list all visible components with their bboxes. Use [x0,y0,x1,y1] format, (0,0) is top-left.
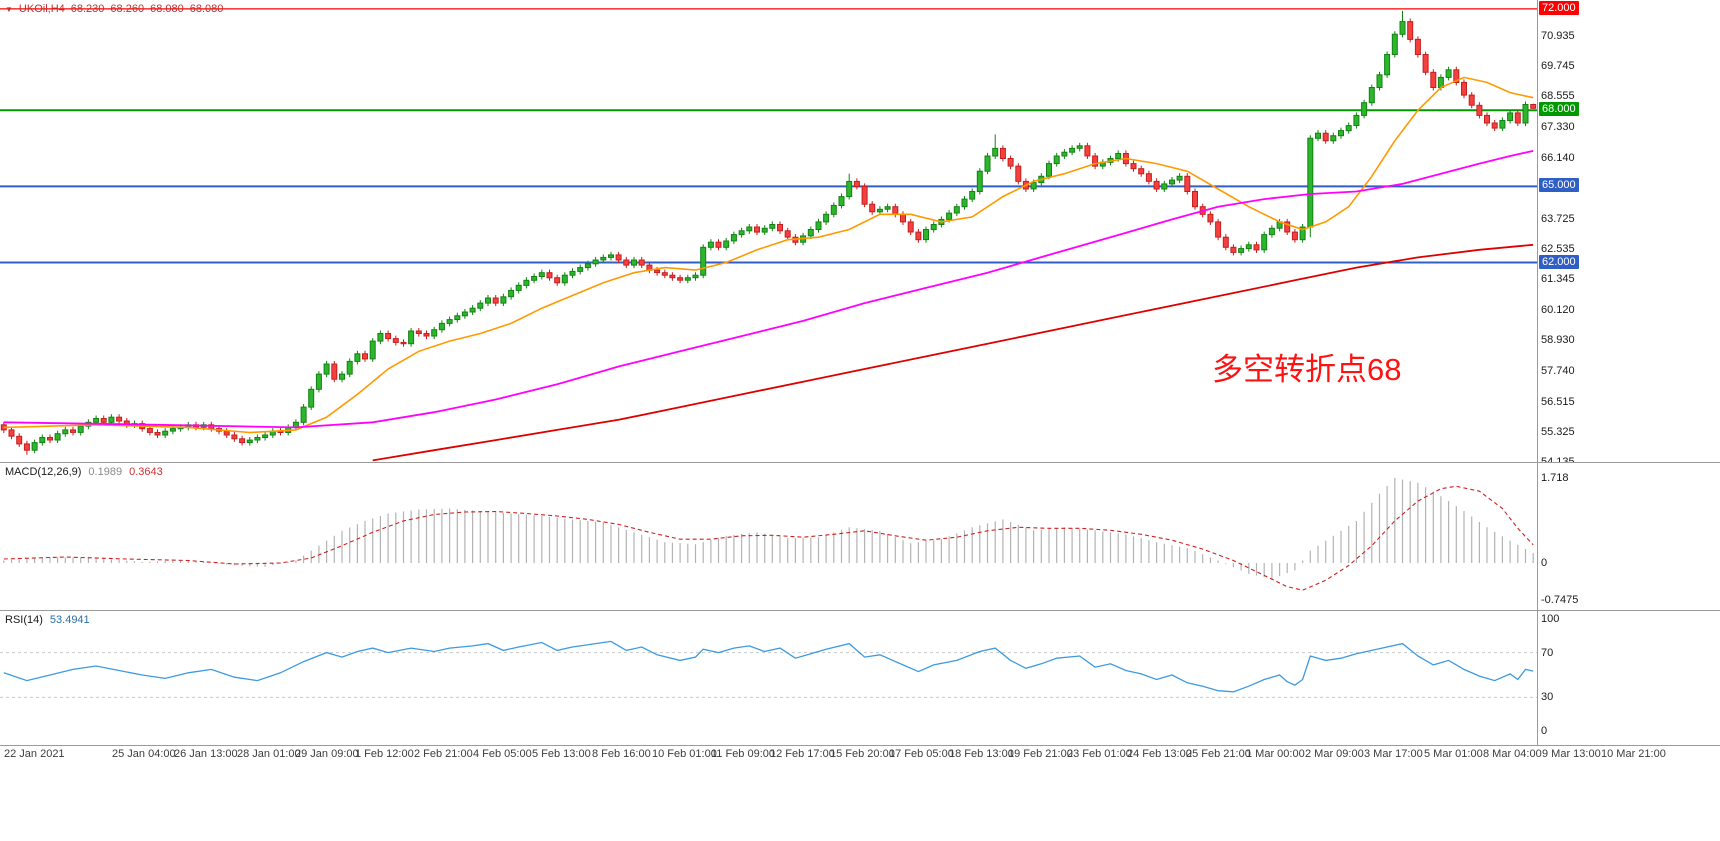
panel-separator[interactable] [0,610,1720,611]
macd-signal-value: 0.3643 [129,466,163,478]
time-axis-label: 11 Feb 09:00 [711,748,776,760]
price-tick-label: 68.555 [1541,90,1575,103]
rsi-canvas[interactable] [0,611,1537,745]
time-axis-label: 25 Jan 04:00 [112,748,176,760]
price-tick-label: 70.935 [1541,29,1575,42]
rsi-label: RSI(14) 53.4941 [5,614,90,626]
price-tick-label: 56.515 [1541,395,1575,408]
symbol-name: UKOil,H4 [18,3,65,15]
rsi-tick-label: 0 [1541,725,1548,737]
time-axis-label: 29 Jan 09:00 [295,748,359,760]
price-line-label: 72.000 [1539,0,1579,15]
time-axis-label: 17 Feb 05:00 [889,748,954,760]
time-axis-label: 18 Feb 13:00 [949,748,1014,760]
time-axis-label: 28 Jan 01:00 [237,748,301,760]
price-tick-label: 58.930 [1541,334,1575,347]
price-tick-label: 62.535 [1541,242,1575,255]
macd-tick-label: 1.718 [1541,471,1569,484]
time-axis[interactable]: 22 Jan 2021 25 Jan 04:00 26 Jan 13:00 28 Ja… [0,747,1720,765]
macd-label: MACD(12,26,9) 0.1989 0.3643 [5,466,163,478]
macd-indicator-panel[interactable]: MACD(12,26,9) 0.1989 0.3643 1.718 0 -0.747… [0,463,1720,610]
rsi-indicator-panel[interactable]: RSI(14) 53.4941 100 70 30 0 [0,611,1720,745]
macd-tick-label: -0.7475 [1541,593,1579,606]
rsi-tick-label: 100 [1541,613,1560,625]
rsi-tick-label: 30 [1541,691,1554,704]
macd-canvas[interactable] [0,463,1537,610]
time-axis-label: 2 Feb 21:00 [414,748,473,760]
macd-tick-label: 0 [1541,556,1548,569]
macd-name: MACD(12,26,9) [5,466,82,478]
time-axis-label: 4 Feb 05:00 [473,748,532,760]
macd-main-value: 0.1989 [88,466,123,478]
time-axis-label: 22 Jan 2021 [4,748,65,760]
time-axis-label: 15 Feb 20:00 [830,748,895,760]
price-line-label: 65.000 [1539,178,1579,193]
rsi-tick-label: 70 [1541,646,1554,659]
ohlc-open: 68.230 [70,3,105,15]
symbol-title: ▼ UKOil,H4 68.230 68.260 68.080 68.080 [5,3,223,15]
price-line-label: 62.000 [1539,254,1579,269]
price-tick-label: 60.120 [1541,304,1575,317]
ohlc-low: 68.080 [150,3,184,15]
time-axis-label: 25 Feb 21:00 [1186,748,1251,760]
price-tick-label: 55.325 [1541,425,1575,438]
ohlc-close: 68.080 [189,3,224,15]
price-chart-panel[interactable]: ▼ UKOil,H4 68.230 68.260 68.080 68.080 多… [0,0,1720,468]
rsi-name: RSI(14) [5,614,43,626]
price-chart-canvas[interactable] [0,0,1537,462]
price-line-label: 68.000 [1539,102,1579,117]
time-axis-label: 3 Mar 17:00 [1364,748,1423,760]
price-tick-label: 57.740 [1541,364,1575,377]
price-tick-label: 69.745 [1541,60,1575,73]
price-axis[interactable]: 70.935 69.745 68.555 67.330 66.140 63.725 62.5… [1539,0,1720,468]
panel-separator[interactable] [0,462,1720,463]
time-axis-label: 2 Mar 09:00 [1305,748,1364,760]
time-axis-label: 19 Feb 21:00 [1008,748,1073,760]
chart-annotation-text: 多空转折点68 [1212,352,1402,387]
rsi-value: 53.4941 [49,614,90,626]
panel-separator[interactable] [0,745,1720,746]
time-axis-label: 5 Feb 13:00 [532,748,591,760]
axis-divider [1537,0,1538,746]
time-axis-label: 9 Mar 13:00 [1542,748,1601,760]
time-axis-label: 8 Feb 16:00 [592,748,651,760]
time-axis-label: 12 Feb 17:00 [770,748,835,760]
time-axis-label: 8 Mar 04:00 [1483,748,1542,760]
time-axis-label: 23 Feb 01:00 [1067,748,1132,760]
time-axis-label: 5 Mar 01:00 [1424,748,1483,760]
time-axis-label: 24 Feb 13:00 [1127,748,1192,760]
time-axis-label: 26 Jan 13:00 [174,748,238,760]
time-axis-label: 1 Mar 00:00 [1246,748,1305,760]
time-axis-label: 10 Feb 01:00 [652,748,717,760]
collapse-arrow-icon[interactable]: ▼ [5,4,13,14]
rsi-axis[interactable]: 100 70 30 0 [1541,611,1720,745]
time-axis-label: 1 Feb 12:00 [355,748,414,760]
ohlc-high: 68.260 [110,3,145,15]
price-tick-label: 66.140 [1541,151,1575,164]
price-tick-label: 63.725 [1541,212,1575,225]
price-tick-label: 61.345 [1541,273,1575,286]
price-tick-label: 67.330 [1541,121,1575,134]
macd-axis[interactable]: 1.718 0 -0.7475 [1541,463,1720,610]
time-axis-label: 10 Mar 21:00 [1601,748,1666,760]
